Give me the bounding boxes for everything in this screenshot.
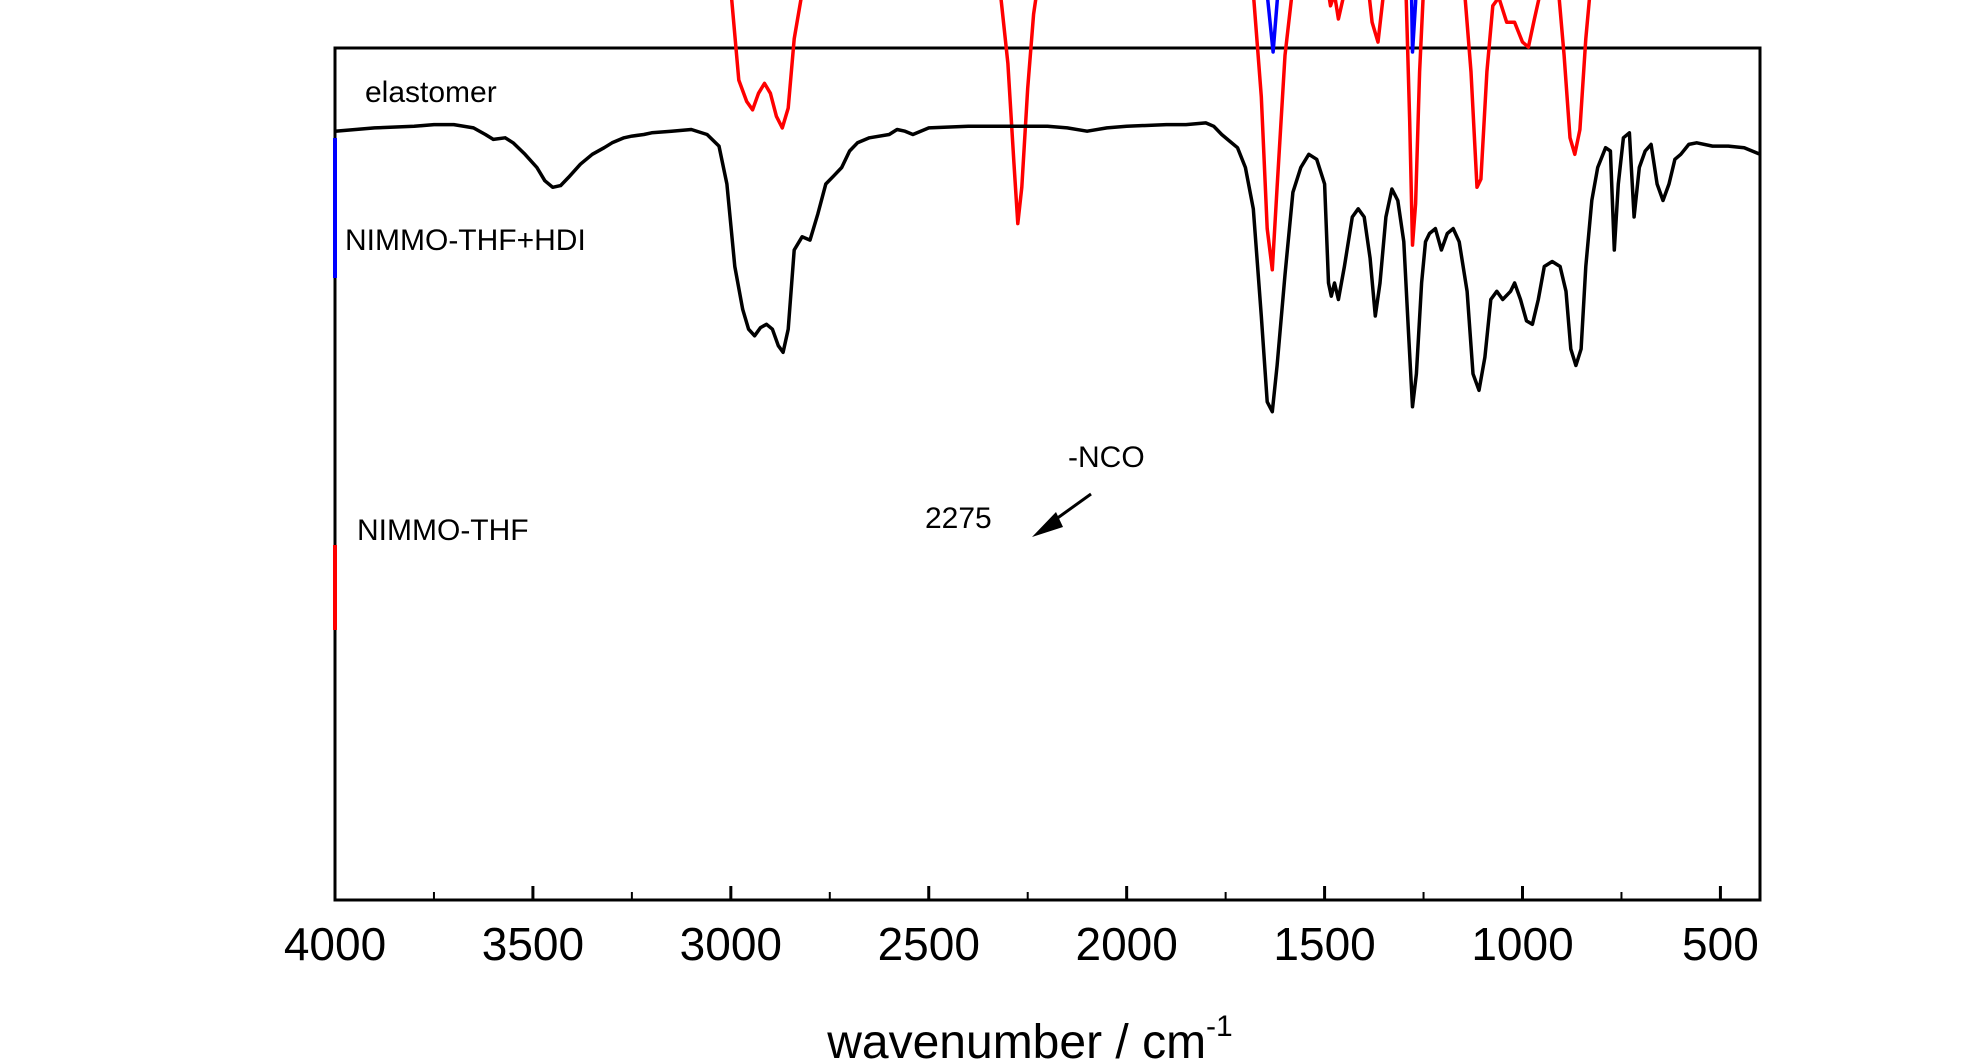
- x-tick-label: 4000: [284, 918, 386, 970]
- nco-arrow-head: [1032, 512, 1063, 537]
- series-label: elastomer: [365, 76, 497, 109]
- x-tick-label: 1000: [1471, 918, 1573, 970]
- series-label: NIMMO-THF+HDI: [345, 224, 586, 257]
- x-axis-title-superscript: -1: [1206, 1010, 1233, 1043]
- x-axis-title-text: wavenumber / cm: [826, 1016, 1206, 1062]
- x-axis-title: wavenumber / cm-1: [826, 1010, 1232, 1062]
- series-line-nimmo-thf: [334, 121, 1761, 414]
- labels-group: elastomer NIMMO-THF+HDI NIMMO-THF -NCO 2275: [345, 76, 1145, 547]
- series-line-elastomer: [1266, 0, 1418, 54]
- plot-frame: [333, 46, 1762, 902]
- annotation-2275: 2275: [925, 502, 992, 535]
- x-tick-label: 500: [1682, 918, 1759, 970]
- series-line-nimmo-thf-hdi: [729, 0, 1592, 272]
- x-tick-label: 1500: [1273, 918, 1375, 970]
- x-tick-label: 2500: [878, 918, 980, 970]
- series-label: NIMMO-THF: [357, 514, 529, 547]
- x-tick-label: 3500: [482, 918, 584, 970]
- annotation-nco: -NCO: [1068, 441, 1145, 474]
- series-group: [334, 0, 1761, 414]
- x-tick-label: 3000: [680, 918, 782, 970]
- x-tick-label: 2000: [1075, 918, 1177, 970]
- x-axis-ticks: 4000 3500 3000 2500 2000 1500 1000 500: [284, 886, 1759, 970]
